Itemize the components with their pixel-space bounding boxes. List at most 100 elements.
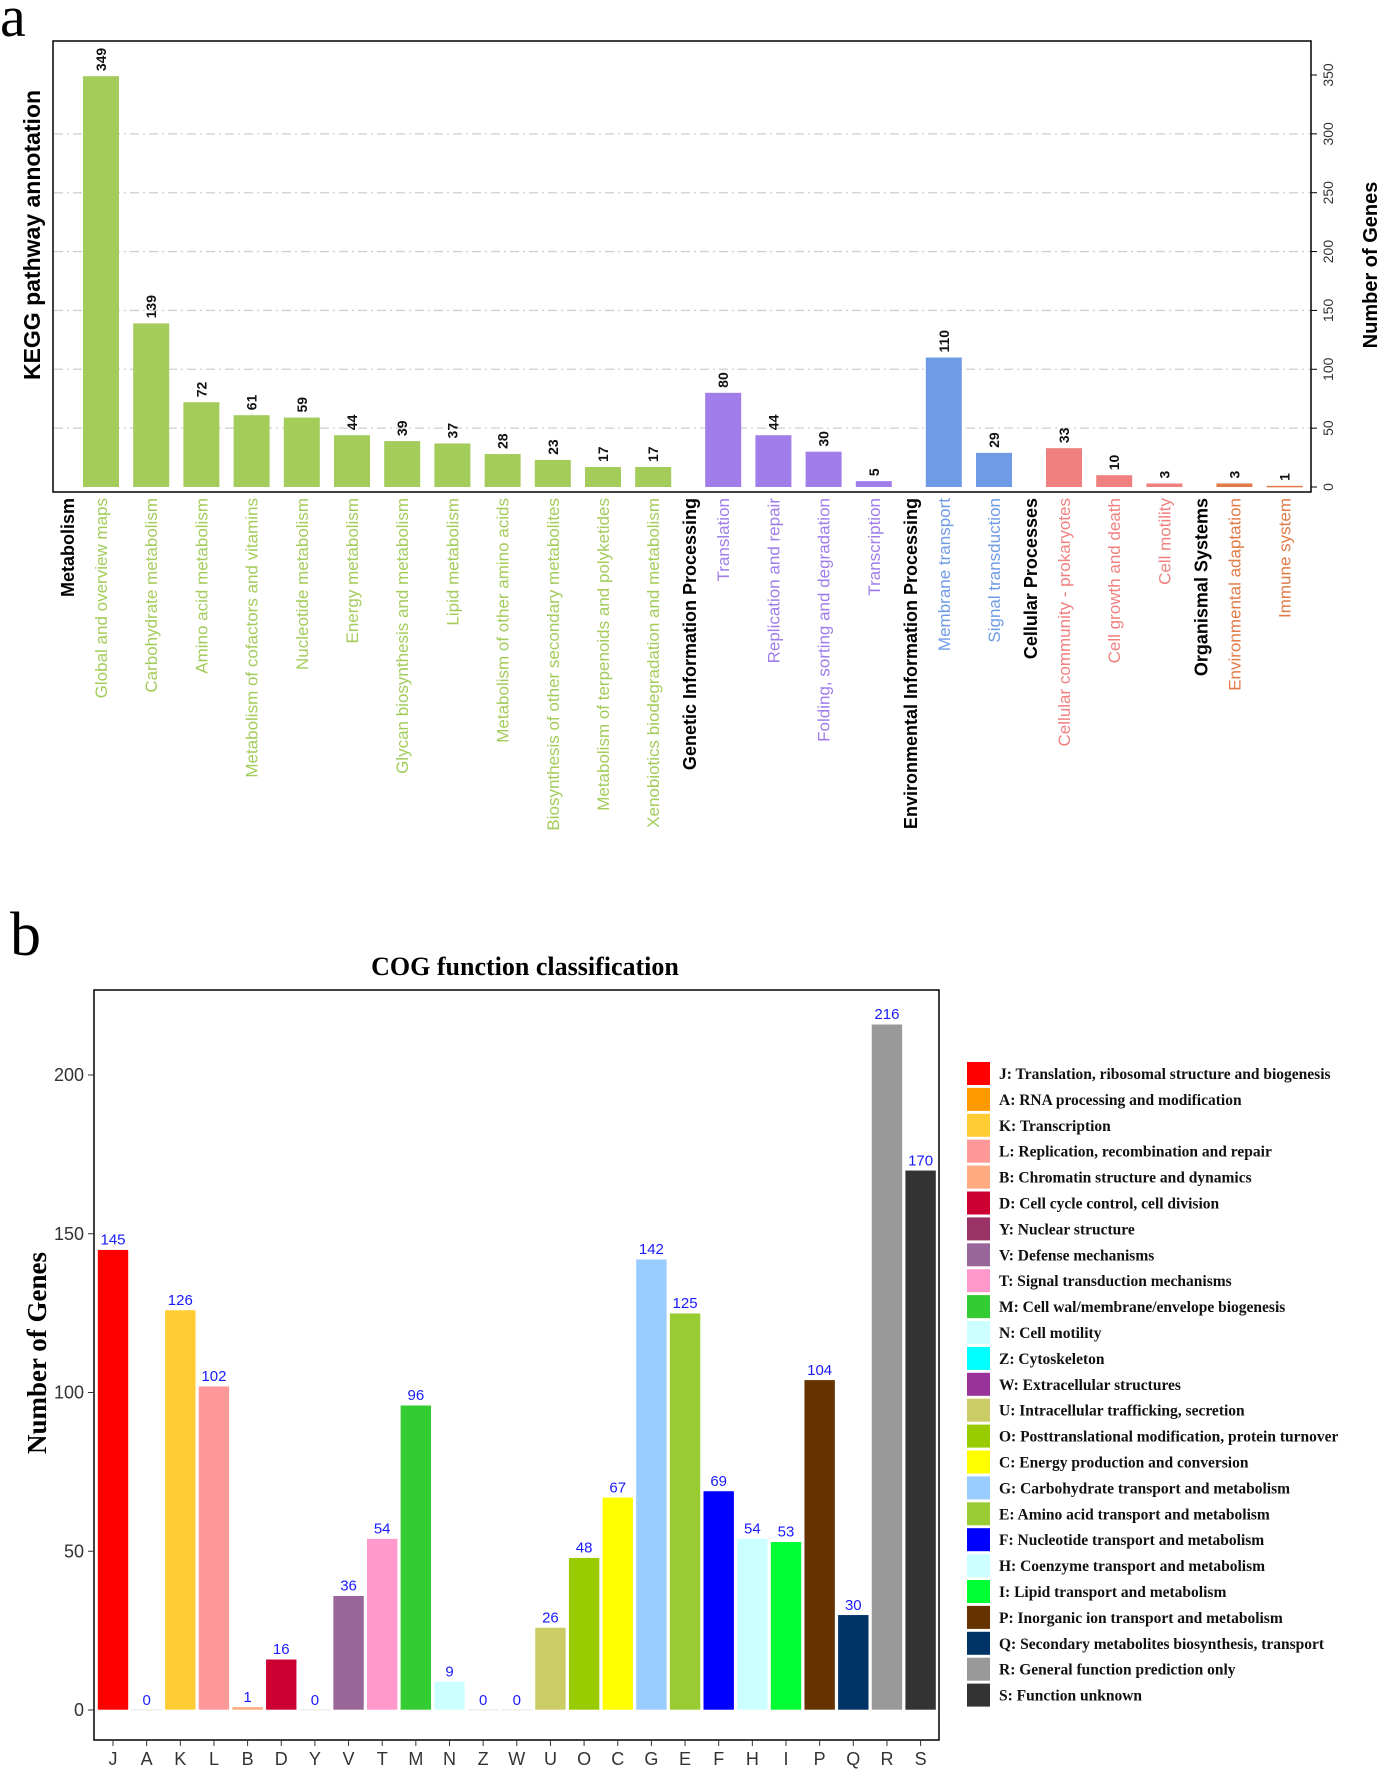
cog-value-label: 1 — [243, 1689, 251, 1706]
cog-bar — [702, 1490, 735, 1711]
y-tick-label: 300 — [1320, 122, 1336, 146]
cog-value-label: 170 — [908, 1152, 933, 1169]
x-tick-label: V — [343, 1749, 355, 1769]
cog-bar — [198, 1385, 230, 1711]
legend-label: E: Amino acid transport and metabolism — [999, 1506, 1270, 1523]
x-tick-label: A — [141, 1749, 153, 1769]
kegg-value-label: 61 — [244, 394, 260, 410]
legend-swatch — [967, 1269, 990, 1293]
legend-swatch — [967, 1113, 990, 1137]
cog-value-label: 0 — [479, 1692, 487, 1709]
cog-value-label: 216 — [874, 1006, 899, 1023]
legend-swatch — [967, 1554, 990, 1578]
x-tick-label: P — [814, 1749, 826, 1769]
kegg-category-label: Membrane transport — [935, 498, 954, 651]
x-tick-label: B — [242, 1749, 254, 1769]
kegg-category-label: Metabolism of cofactors and vitamins — [243, 498, 262, 778]
legend-label: B: Chromatin structure and dynamics — [999, 1170, 1252, 1187]
kegg-right-axis: 0 50 100 150 200 250 300 350 — [1311, 63, 1336, 491]
cog-y-axis: 0 50 100 150 200 — [54, 1065, 94, 1720]
kegg-bar — [1266, 485, 1303, 488]
y-tick-label: 200 — [1320, 240, 1336, 264]
legend-label: G: Carbohydrate transport and metabolism — [999, 1480, 1290, 1497]
legend-label: W: Extracellular structures — [999, 1377, 1181, 1394]
kegg-bar — [925, 357, 962, 487]
legend-label: C: Energy production and conversion — [999, 1455, 1249, 1472]
cog-bar — [366, 1538, 399, 1711]
y-tick-label: 0 — [74, 1700, 84, 1720]
kegg-value-label: 3 — [1226, 470, 1242, 478]
legend-label: Y: Nuclear structure — [999, 1221, 1135, 1238]
x-tick-label: J — [109, 1749, 118, 1769]
legend-label: Z: Cytoskeleton — [999, 1351, 1105, 1368]
kegg-plot-frame — [52, 40, 1312, 493]
legend-label: Q: Secondary metabolites biosynthesis, t… — [999, 1636, 1325, 1653]
legend-label: O: Posttranslational modification, prote… — [999, 1429, 1339, 1446]
kegg-value-label: 28 — [495, 433, 511, 449]
kegg-category-heading: Metabolism — [58, 498, 78, 597]
kegg-bar — [233, 415, 270, 487]
cog-value-label: 67 — [609, 1479, 626, 1496]
kegg-category-label: Transcription — [865, 498, 884, 596]
kegg-category-heading: Environmental Information Processing — [901, 498, 921, 829]
cog-value-label: 36 — [340, 1578, 357, 1595]
legend-label: J: Translation, ribosomal structure and … — [999, 1066, 1331, 1083]
x-tick-label: O — [577, 1749, 591, 1769]
kegg-value-label: 110 — [936, 330, 952, 353]
legend-swatch — [967, 1139, 990, 1163]
kegg-category-heading: Cellular Processes — [1021, 498, 1041, 659]
cog-value-label: 48 — [576, 1540, 593, 1557]
x-tick-label: E — [679, 1749, 691, 1769]
cog-bars: 145 J 0 A 126 K 102 L 1 B 16 D 0 Y 36 V 54 T 96 M 9 N 0 Z 0 W 26 U 4… — [97, 1006, 937, 1769]
kegg-category-label: Cellular community - prokaryotes — [1055, 498, 1074, 746]
legend-swatch — [967, 1502, 990, 1526]
x-tick-label: L — [209, 1749, 219, 1769]
x-tick-label: F — [713, 1749, 724, 1769]
kegg-category-label: Glycan biosynthesis and metabolism — [393, 498, 412, 774]
legend-swatch — [967, 1372, 990, 1396]
kegg-bar — [805, 451, 842, 487]
legend-swatch — [967, 1243, 990, 1267]
cog-value-label: 96 — [408, 1387, 425, 1404]
kegg-value-label: 5 — [866, 468, 882, 476]
legend-label: L: Replication, recombination and repair — [999, 1144, 1272, 1161]
kegg-value-label: 30 — [816, 431, 832, 447]
kegg-category-label: Signal transduction — [985, 498, 1004, 643]
legend-label: H: Coenzyme transport and metabolism — [999, 1558, 1265, 1575]
legend-label: P: Inorganic ion transport and metabolis… — [999, 1610, 1283, 1627]
kegg-y-axis-title: KEGG pathway annotation — [19, 90, 45, 380]
kegg-value-label: 3 — [1156, 470, 1172, 478]
kegg-bar — [133, 323, 170, 487]
cog-bar — [601, 1496, 634, 1711]
legend-swatch — [967, 1424, 990, 1448]
cog-value-label: 104 — [807, 1362, 832, 1379]
x-tick-label: I — [783, 1749, 788, 1769]
kegg-value-label: 44 — [344, 414, 360, 430]
kegg-category-heading: Genetic Information Processing — [680, 498, 700, 770]
y-tick-label: 350 — [1320, 63, 1336, 87]
legend-swatch — [967, 1062, 990, 1085]
y-tick-label: 200 — [54, 1065, 84, 1085]
cog-value-label: 125 — [673, 1295, 698, 1312]
legend-label: F: Nucleotide transport and metabolism — [999, 1532, 1264, 1549]
x-tick-label: S — [915, 1749, 927, 1769]
x-tick-label: Q — [846, 1749, 860, 1769]
cog-value-label: 145 — [100, 1232, 125, 1249]
kegg-bar — [585, 466, 621, 487]
kegg-category-label: Biosynthesis of other secondary metaboli… — [544, 498, 563, 831]
kegg-value-label: 10 — [1106, 454, 1122, 470]
cog-legend: J: Translation, ribosomal structure and … — [967, 1062, 1339, 1707]
cog-bar — [871, 1023, 903, 1711]
legend-label: I: Lipid transport and metabolism — [999, 1584, 1226, 1601]
x-tick-label: N — [443, 1749, 456, 1769]
kegg-category-label: Global and overview maps — [92, 498, 111, 698]
cog-value-label: 9 — [445, 1663, 453, 1680]
legend-swatch — [967, 1528, 990, 1552]
cog-bar — [97, 1249, 129, 1711]
cog-bar — [131, 1709, 163, 1711]
kegg-category-label: Amino acid metabolism — [192, 498, 211, 674]
cog-value-label: 30 — [845, 1597, 862, 1614]
kegg-value-label: 59 — [294, 397, 310, 413]
legend-label: V: Defense mechanisms — [999, 1247, 1154, 1264]
